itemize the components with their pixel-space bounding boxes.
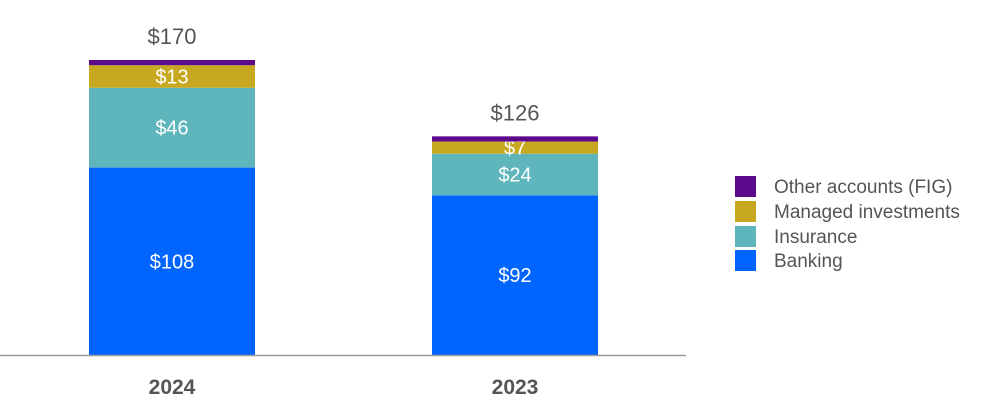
bar-segment-managed-investments-2023 (432, 141, 598, 154)
bar-segment-insurance-2024 (89, 87, 255, 168)
legend-swatch (735, 176, 756, 197)
data-label: $92 (498, 265, 531, 287)
total-label: $170 (148, 24, 197, 49)
bar-segment-other-accounts-fig--2023 (432, 136, 598, 142)
data-label: $24 (498, 165, 531, 187)
data-label: $13 (155, 66, 188, 88)
total-label: $126 (491, 100, 540, 125)
bar-segment-managed-investments-2024 (89, 65, 255, 88)
bar-segment-other-accounts-fig--2024 (89, 60, 255, 66)
legend-label: Insurance (774, 227, 857, 248)
legend-swatch (735, 201, 756, 222)
data-label: $108 (150, 251, 195, 273)
bar-segment-banking-2023 (432, 195, 598, 355)
bar-segment-banking-2024 (89, 167, 255, 355)
bar-segment-insurance-2023 (432, 153, 598, 196)
legend-label: Other accounts (FIG) (774, 177, 952, 198)
legend-label: Banking (774, 251, 843, 272)
data-label: $7 (504, 138, 526, 160)
legend-swatch (735, 226, 756, 247)
data-label: $46 (155, 118, 188, 140)
x-tick-label: 2023 (492, 376, 539, 399)
x-tick-label: 2024 (149, 376, 196, 399)
legend-label: Managed investments (774, 202, 960, 223)
legend-swatch (735, 250, 756, 271)
